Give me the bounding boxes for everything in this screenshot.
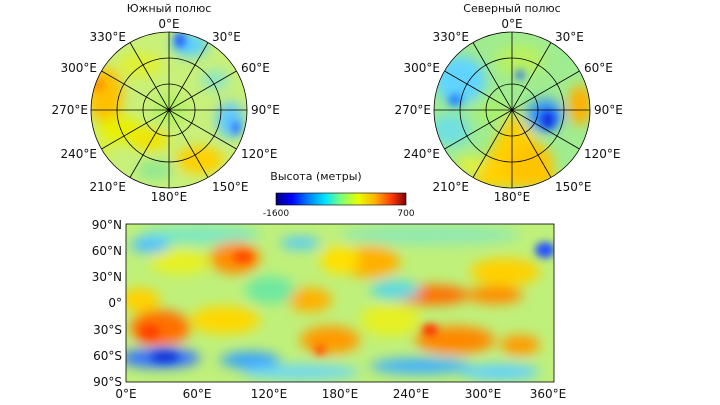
colorbar-scale xyxy=(275,192,407,206)
north-lon-label: 180°E xyxy=(494,190,531,204)
south-lon-label: 90°E xyxy=(251,103,280,117)
lon-tick-label: 180°E xyxy=(322,387,359,401)
south-lon-label: 150°E xyxy=(212,180,249,194)
south-lon-label: 210°E xyxy=(90,180,127,194)
south-pole-title: Южный полюс xyxy=(127,2,212,15)
south-pole-map: Южный полюс xyxy=(52,2,280,204)
north-lon-label: 240°E xyxy=(404,147,441,161)
lon-tick-label: 120°E xyxy=(251,387,288,401)
south-pole-lon-labels: 0°E 30°E 60°E 90°E 120°E 150°E 180°E 210… xyxy=(52,17,280,204)
lat-tick-label: 30°S xyxy=(93,323,122,337)
south-lon-label: 60°E xyxy=(241,61,270,75)
colorbar-min-label: -1600 xyxy=(263,209,289,219)
north-pole-lon-labels: 0°E 30°E 60°E 90°E 120°E 150°E 180°E 210… xyxy=(395,17,623,204)
north-pole-graticule xyxy=(433,31,591,189)
global-elevation-field xyxy=(126,224,554,382)
north-lon-label: 60°E xyxy=(584,61,613,75)
south-lon-label: 330°E xyxy=(90,30,127,44)
lat-tick-label: 90°N xyxy=(92,218,122,232)
lat-tick-label: 30°N xyxy=(92,270,122,284)
south-lon-label: 180°E xyxy=(151,190,188,204)
lon-tick-label: 300°E xyxy=(465,387,502,401)
south-lon-label: 270°E xyxy=(52,103,89,117)
colorbar: Высота (метры) -1600 700 xyxy=(263,170,415,219)
south-lon-label: 240°E xyxy=(61,147,98,161)
south-lon-label: 30°E xyxy=(212,30,241,44)
south-lon-label: 0°E xyxy=(158,17,179,31)
global-map-y-ticks: 90°N 60°N 30°N 0° 30°S 60°S 90°S xyxy=(92,218,122,389)
north-lon-label: 330°E xyxy=(433,30,470,44)
global-map-frame xyxy=(125,223,555,383)
lon-tick-label: 240°E xyxy=(393,387,430,401)
south-lon-label: 120°E xyxy=(241,147,278,161)
north-lon-label: 300°E xyxy=(404,61,441,75)
global-map-x-ticks: 0°E 60°E 120°E 180°E 240°E 300°E 360°E xyxy=(115,387,566,401)
lon-tick-label: 60°E xyxy=(183,387,212,401)
colorbar-max-label: 700 xyxy=(397,209,414,219)
south-lon-label: 300°E xyxy=(61,61,98,75)
north-lon-label: 90°E xyxy=(594,103,623,117)
north-lon-label: 0°E xyxy=(501,17,522,31)
lat-tick-label: 60°S xyxy=(93,349,122,363)
lon-tick-label: 0°E xyxy=(115,387,136,401)
lat-tick-label: 0° xyxy=(108,296,122,310)
north-pole-title: Северный полюс xyxy=(463,2,560,15)
south-pole-graticule xyxy=(90,31,248,189)
lat-tick-label: 90°S xyxy=(93,375,122,389)
north-lon-label: 210°E xyxy=(433,180,470,194)
north-lon-label: 270°E xyxy=(395,103,432,117)
north-lon-label: 150°E xyxy=(555,180,592,194)
lat-tick-label: 60°N xyxy=(92,244,122,258)
north-lon-label: 120°E xyxy=(584,147,621,161)
lon-tick-label: 360°E xyxy=(530,387,567,401)
north-pole-map: Северный полюс xyxy=(395,2,623,204)
global-elevation-map: 90°N 60°N 30°N 0° 30°S 60°S 90°S 0°E 60°… xyxy=(92,218,567,401)
north-lon-label: 30°E xyxy=(555,30,584,44)
colorbar-title: Высота (метры) xyxy=(270,170,361,183)
